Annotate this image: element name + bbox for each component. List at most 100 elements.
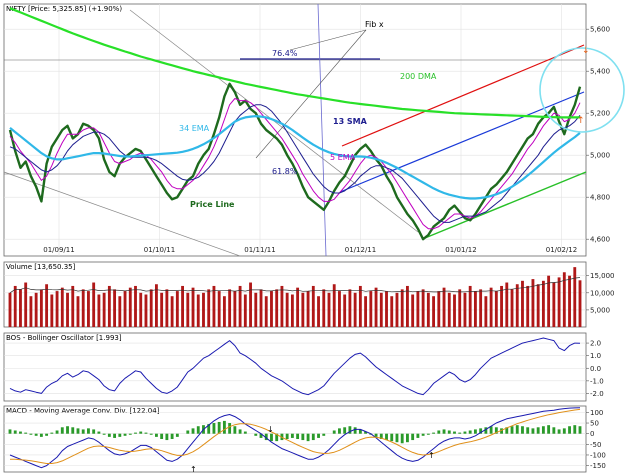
macd-histogram-bar <box>573 425 577 434</box>
volume-bar <box>45 284 49 327</box>
volume-bar <box>421 289 425 327</box>
macd-histogram-bar <box>50 432 54 434</box>
macd-histogram-bar <box>458 432 462 434</box>
macd-histogram-bar <box>400 433 404 444</box>
macd-histogram-bar <box>254 433 258 436</box>
up-arrow-icon: ↑ <box>577 116 585 126</box>
volume-bar <box>60 287 64 327</box>
macd-histogram-bar <box>170 433 174 439</box>
macd-series <box>9 407 581 469</box>
macd-histogram-bar <box>191 428 195 434</box>
volume-bar <box>406 285 409 327</box>
macd-histogram-bar <box>526 427 530 434</box>
volume-bar <box>186 292 190 327</box>
volume-bar <box>385 291 388 327</box>
macd-up-arrow-icon-2: ↑ <box>190 465 197 474</box>
volume-bar <box>8 292 12 327</box>
macd-histogram-bar <box>217 421 221 434</box>
volume-bars <box>8 267 582 327</box>
volume-bar <box>479 289 483 327</box>
macd-histogram-bar <box>24 432 28 434</box>
volume-bar <box>327 292 331 327</box>
volume-bar <box>249 282 252 327</box>
volume-bar <box>505 282 509 327</box>
macd-histogram-bar <box>29 433 33 435</box>
volume-bar <box>102 292 106 327</box>
x-tick-label: 01/09/11 <box>43 246 74 254</box>
macd-histogram-bar <box>338 428 341 434</box>
volume-bar <box>196 294 200 327</box>
y-tick-label: -50 <box>590 441 601 449</box>
macd-histogram-bar <box>463 431 467 434</box>
volume-bar <box>275 289 279 327</box>
macd-histogram-bar <box>285 433 289 439</box>
volume-grid <box>4 275 586 311</box>
label-price-line: Price Line <box>190 200 235 209</box>
macd-up-arrow-icon-1: ↑ <box>428 451 435 460</box>
macd-histogram-bar <box>322 433 326 436</box>
macd-histogram-bar <box>128 433 132 435</box>
series-line <box>8 82 582 241</box>
volume-bar <box>500 285 503 327</box>
volume-bar <box>364 296 368 327</box>
volume-bar <box>353 292 357 327</box>
y-tick-label: 1.0 <box>590 352 601 360</box>
blue-channel-line <box>339 91 585 193</box>
volume-bar <box>97 294 101 327</box>
macd-histogram-bar <box>118 433 122 437</box>
volume-bar <box>536 284 540 327</box>
macd-histogram-bar <box>233 426 237 434</box>
macd-histogram-bar <box>562 428 566 434</box>
volume-bar <box>207 289 211 327</box>
y-tick-label: 10,000 <box>590 289 615 297</box>
macd-histogram-bar <box>8 429 12 434</box>
volume-bar <box>578 280 582 327</box>
price-series <box>8 7 582 241</box>
volume-bar <box>453 294 456 327</box>
label-fib-61: 61.8% <box>272 167 298 176</box>
series-line <box>9 407 581 469</box>
macd-panel: MACD - Moving Average Conv. Div. [122.04… <box>3 405 606 474</box>
volume-bar <box>34 292 38 327</box>
volume-bar <box>573 267 577 327</box>
macd-y-ticks: 100 50 0 -50 -100 -150 <box>586 409 606 470</box>
macd-histogram-bar <box>186 430 190 434</box>
volume-bar <box>170 296 174 327</box>
volume-bar <box>332 284 336 327</box>
macd-histogram-bar <box>552 427 556 434</box>
macd-histogram-bar <box>123 433 127 436</box>
bos-y-ticks: 2.0 1.0 0.0 -1.0 -2.0 <box>586 340 604 398</box>
x-tick-label: 01/02/12 <box>546 246 577 254</box>
label-34-ema: 34 EMA <box>179 124 210 133</box>
macd-histogram-bar <box>290 433 294 438</box>
macd-histogram-bar <box>228 423 232 434</box>
price-x-ticks: 01/09/11 01/10/11 01/11/11 01/12/11 01/01/12… <box>43 246 577 254</box>
volume-bar <box>510 289 514 327</box>
bos-panel: BOS - Bollinger Oscillator [1.993] 2.0 1.… <box>3 332 604 402</box>
macd-histogram-bar <box>160 433 164 439</box>
macd-histogram-bar <box>364 431 368 434</box>
macd-histogram-bar <box>557 429 561 434</box>
series-line <box>10 408 581 464</box>
volume-bar <box>411 294 415 327</box>
macd-histogram-bar <box>416 433 420 438</box>
macd-histogram-bar <box>87 428 90 434</box>
macd-panel-title: MACD - Moving Average Conv. Div. [122.04… <box>6 407 160 415</box>
volume-bar <box>238 285 242 327</box>
macd-histogram-bar <box>207 424 211 434</box>
macd-histogram-bar <box>578 426 582 434</box>
macd-histogram-bar <box>92 429 96 434</box>
y-tick-label: 15,000 <box>590 272 615 280</box>
green-support-line <box>424 171 587 239</box>
volume-bar <box>191 287 195 327</box>
volume-bar <box>290 294 294 327</box>
macd-histogram-bar <box>437 430 441 434</box>
volume-bar <box>395 292 399 327</box>
macd-histogram-bar <box>13 430 17 434</box>
label-fib-x: Fib x <box>365 20 384 29</box>
volume-bar <box>160 292 164 327</box>
volume-bar <box>270 291 273 327</box>
volume-bar <box>442 287 446 327</box>
series-line <box>9 98 581 230</box>
volume-bar <box>144 294 148 327</box>
